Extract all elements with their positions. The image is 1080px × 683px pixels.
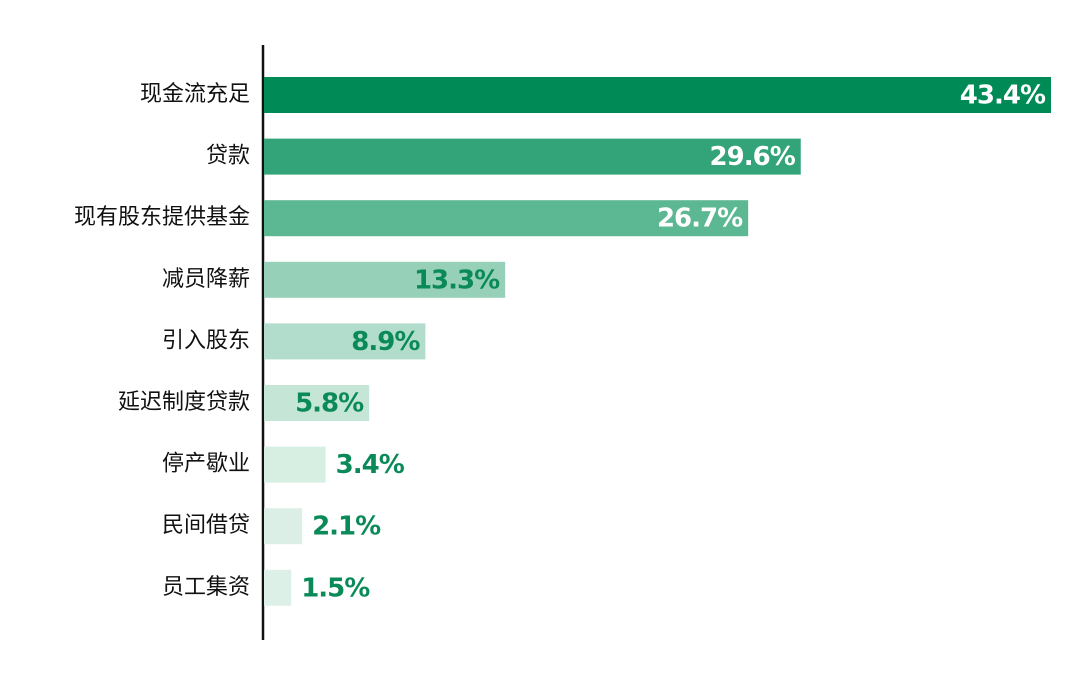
- bar: [264, 323, 426, 360]
- bar: [264, 261, 506, 298]
- value-label: 1.5%: [301, 573, 370, 603]
- value-label: 3.4%: [336, 450, 405, 480]
- bar: [264, 385, 370, 421]
- bar: [264, 138, 801, 175]
- bar: [264, 446, 326, 483]
- value-label: 29.6%: [710, 142, 796, 172]
- category-label: 民间借贷: [162, 513, 250, 538]
- value-label: 26.7%: [657, 204, 743, 234]
- value-label: 5.8%: [295, 389, 364, 419]
- category-label: 引入股东: [162, 328, 250, 353]
- bar: [264, 569, 292, 606]
- category-label: 员工集资: [162, 575, 250, 600]
- category-label: 停产歇业: [162, 452, 250, 477]
- category-label: 现有股东提供基金: [74, 205, 250, 230]
- category-label: 贷款: [206, 144, 250, 169]
- bar: [264, 200, 749, 237]
- bar: [264, 77, 1051, 113]
- bar: [264, 508, 303, 545]
- value-label: 13.3%: [414, 265, 500, 295]
- value-label: 8.9%: [351, 327, 420, 357]
- category-label: 延迟制度贷款: [118, 390, 250, 415]
- category-label: 减员降薪: [162, 267, 250, 292]
- value-label: 2.1%: [312, 512, 381, 542]
- category-label: 现金流充足: [140, 82, 250, 107]
- value-label: 43.4%: [960, 81, 1046, 111]
